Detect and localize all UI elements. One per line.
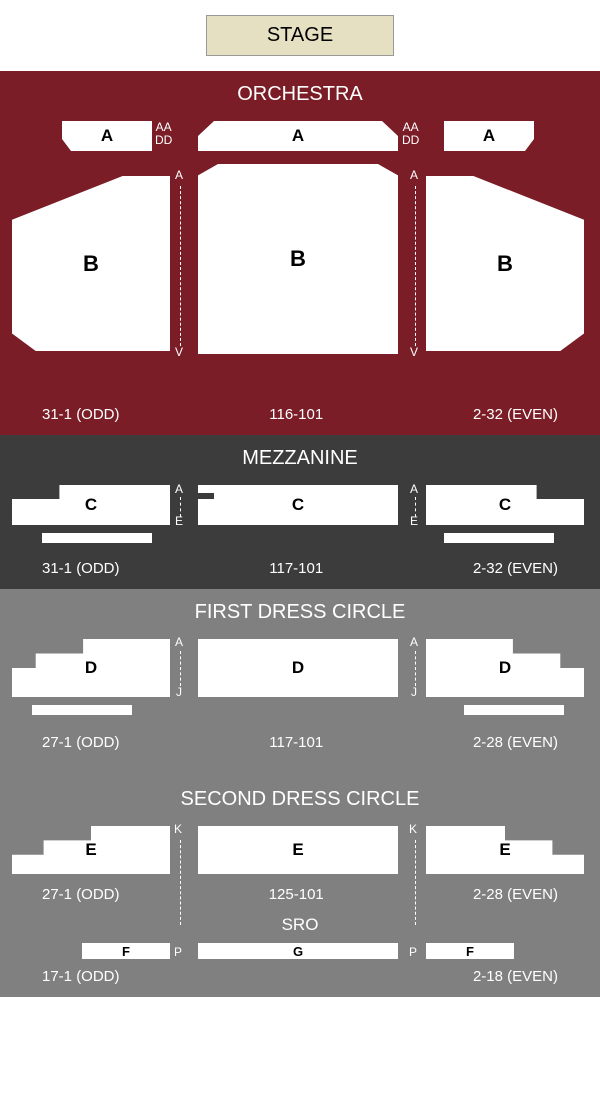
section-first-dress-circle: FIRST DRESS CIRCLEDDDAJAJ27-1 (ODD)117-1…: [0, 589, 600, 763]
seat-block-e[interactable]: E: [198, 826, 398, 874]
seat-label-left: 27-1 (ODD): [42, 734, 120, 751]
seat-number-labels: 27-1 (ODD)125-1012-28 (EVEN): [12, 881, 588, 903]
seat-label-right: 2-32 (EVEN): [473, 560, 558, 577]
aisle-line: [415, 840, 416, 925]
seat-label-center: 116-101: [120, 406, 473, 423]
aisle-label: P: [174, 946, 182, 959]
seat-label-left: 31-1 (ODD): [42, 406, 120, 423]
seat-label-left: 31-1 (ODD): [42, 560, 120, 577]
aisle-label: A: [175, 636, 183, 649]
seat-label-center: 117-101: [120, 560, 473, 577]
seat-block[interactable]: [464, 705, 564, 715]
seat-number-labels: 27-1 (ODD)117-1012-28 (EVEN): [12, 729, 588, 751]
seat-block-e[interactable]: E: [12, 826, 170, 874]
section-title: SRO: [12, 915, 588, 935]
seat-label-right: 2-18 (EVEN): [473, 968, 558, 985]
seating-chart: DDDAJAJ: [12, 639, 588, 729]
aisle-label: A: [175, 169, 183, 182]
aisle-line: [180, 186, 181, 346]
seat-block-f[interactable]: F: [82, 943, 170, 959]
seat-number-labels: 31-1 (ODD)117-1012-32 (EVEN): [12, 555, 588, 577]
seating-chart: FGFPP: [12, 943, 588, 963]
aisle-label: V: [410, 346, 418, 359]
seat-block-a[interactable]: A: [444, 121, 534, 151]
stage-box: STAGE: [206, 15, 394, 56]
seating-sections: ORCHESTRAAAABBBAA DDAA DDAAVV31-1 (ODD)1…: [0, 71, 600, 997]
section-mezzanine: MEZZANINECCCAEAE31-1 (ODD)117-1012-32 (E…: [0, 435, 600, 589]
seat-block-a[interactable]: A: [62, 121, 152, 151]
aisle-label: A: [175, 483, 183, 496]
section-orchestra: ORCHESTRAAAABBBAA DDAA DDAAVV31-1 (ODD)1…: [0, 71, 600, 435]
seat-block-b[interactable]: B: [12, 176, 170, 351]
seat-block[interactable]: [32, 705, 132, 715]
aisle-line: [180, 840, 181, 925]
seating-chart: AAABBBAA DDAA DDAAVV: [12, 121, 588, 401]
section-second-dress-circle: SECOND DRESS CIRCLEEEEKK27-1 (ODD)125-10…: [0, 763, 600, 915]
seat-label-right: 2-28 (EVEN): [473, 734, 558, 751]
stage-row: STAGE: [0, 0, 600, 71]
section-title: ORCHESTRA: [12, 83, 588, 106]
seat-label-left: 27-1 (ODD): [42, 886, 120, 903]
aisle-line: [415, 186, 416, 346]
aisle-label: V: [175, 346, 183, 359]
seat-label-left: 17-1 (ODD): [42, 968, 120, 985]
seat-block-g[interactable]: G: [198, 943, 398, 959]
aisle-line: [415, 651, 416, 686]
seat-block[interactable]: [42, 533, 152, 543]
seating-chart: EEEKK: [12, 826, 588, 881]
seat-block-b[interactable]: B: [426, 176, 584, 351]
seat-block-f[interactable]: F: [426, 943, 514, 959]
aisle-label: A: [410, 483, 418, 496]
seat-block-d[interactable]: D: [426, 639, 584, 697]
seat-number-labels: 17-1 (ODD) 2-18 (EVEN): [12, 963, 588, 985]
seat-block-b[interactable]: B: [198, 164, 398, 354]
section-title: FIRST DRESS CIRCLE: [12, 601, 588, 624]
aisle-line: [180, 651, 181, 686]
seat-label-right: 2-32 (EVEN): [473, 406, 558, 423]
aisle-label: A: [410, 169, 418, 182]
section-title: MEZZANINE: [12, 447, 588, 470]
aisle-label: J: [411, 686, 417, 699]
aisle-label: P: [409, 946, 417, 959]
section-sro: SROFGFPP17-1 (ODD)2-18 (EVEN): [0, 915, 600, 997]
seat-block-a[interactable]: A: [198, 121, 398, 151]
seat-number-labels: 31-1 (ODD)116-1012-32 (EVEN): [12, 401, 588, 423]
aisle-label: A: [410, 636, 418, 649]
seat-block-e[interactable]: E: [426, 826, 584, 874]
seating-chart: CCCAEAE: [12, 485, 588, 555]
aisle-label: J: [176, 686, 182, 699]
aisle-label: K: [409, 823, 417, 836]
seat-block[interactable]: [444, 533, 554, 543]
aisle-label: K: [174, 823, 182, 836]
seat-label-right: 2-28 (EVEN): [473, 886, 558, 903]
seat-block-c[interactable]: C: [12, 485, 170, 525]
section-title: SECOND DRESS CIRCLE: [12, 788, 588, 811]
aisle-label: E: [410, 515, 418, 528]
seat-label-center: 125-101: [120, 886, 473, 903]
seat-label-center: 117-101: [120, 734, 473, 751]
seat-label-center: [120, 968, 473, 985]
seat-block-c[interactable]: C: [198, 485, 398, 525]
seat-block-d[interactable]: D: [198, 639, 398, 697]
aisle-label: AA DD: [155, 121, 172, 147]
aisle-label: E: [175, 515, 183, 528]
aisle-label: AA DD: [402, 121, 419, 147]
seat-block-d[interactable]: D: [12, 639, 170, 697]
seat-block-c[interactable]: C: [426, 485, 584, 525]
